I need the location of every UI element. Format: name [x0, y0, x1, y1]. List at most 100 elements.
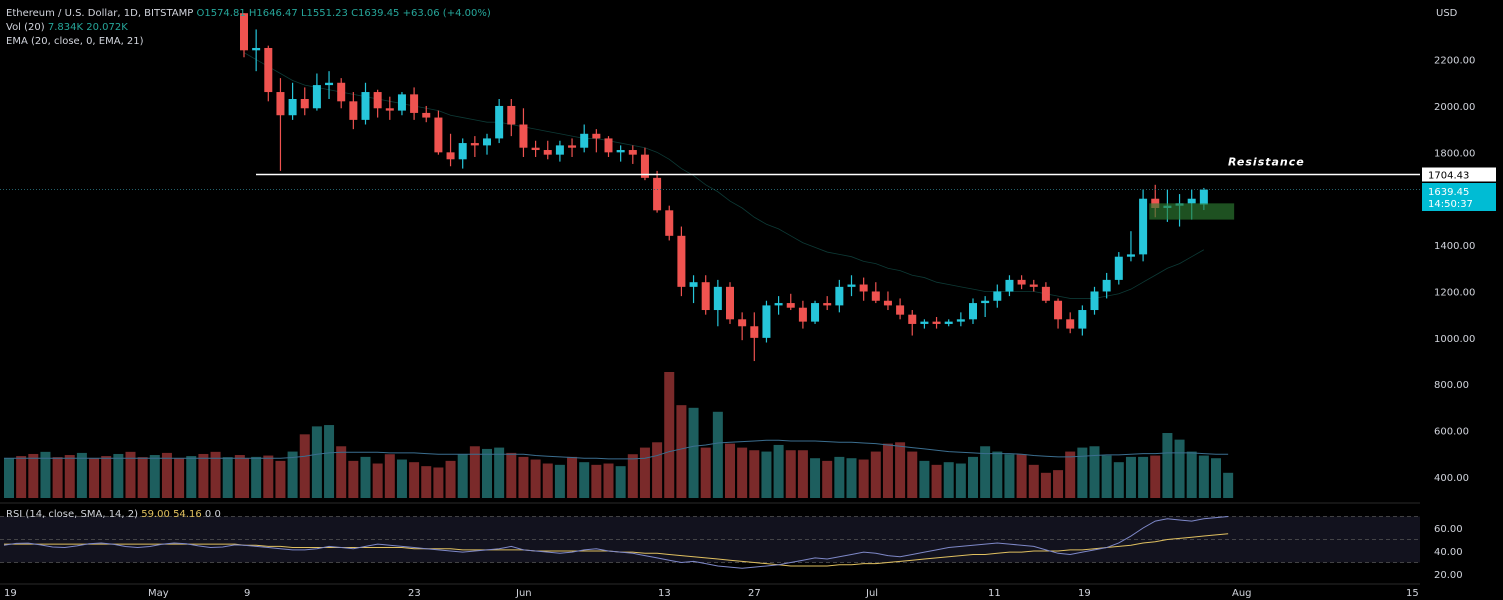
volume-bar: [1211, 458, 1221, 498]
volume-bar: [348, 460, 359, 498]
volume-bar: [494, 447, 505, 498]
candle: [361, 82, 370, 125]
candle-body: [750, 326, 759, 338]
candle: [616, 145, 625, 162]
candle-body: [1102, 279, 1111, 292]
volume-bar: [198, 453, 209, 498]
candle-body: [762, 305, 771, 338]
candle: [1078, 305, 1087, 336]
volume-bar: [554, 464, 565, 498]
candle: [835, 279, 844, 313]
rsi-panel: [0, 516, 1420, 569]
volume-bar: [396, 459, 407, 498]
candle: [920, 319, 929, 329]
candle: [373, 89, 382, 118]
volume-bar: [931, 464, 942, 498]
volume-bar: [1053, 470, 1064, 498]
candle-body: [410, 94, 419, 113]
volume-bar: [1028, 464, 1039, 498]
candle-body: [798, 307, 807, 322]
volume-bar: [372, 463, 383, 498]
candle: [1090, 286, 1099, 315]
time-tick-label: 23: [408, 588, 421, 599]
candle: [1102, 272, 1111, 299]
volume-bar: [1016, 454, 1027, 498]
candle: [1017, 275, 1026, 290]
candle: [337, 78, 346, 109]
candle-body: [422, 112, 431, 118]
candle-body: [495, 105, 504, 139]
rsi-tick-label: 20.00: [1434, 570, 1463, 581]
candles: [240, 13, 1235, 362]
volume-bar: [1077, 447, 1088, 498]
time-tick-label: Aug: [1232, 588, 1252, 599]
candle: [750, 312, 759, 362]
candle-body: [835, 286, 844, 306]
volume-bar: [737, 447, 748, 498]
price-grid: [0, 502, 1420, 585]
candle: [1005, 275, 1014, 297]
time-tick-label: 27: [748, 588, 761, 599]
volume-bar: [542, 463, 553, 498]
volume-bar: [28, 453, 39, 498]
price-axis[interactable]: 1000.001200.001400.001600.001800.002000.…: [1434, 56, 1475, 581]
volume-bar: [16, 456, 27, 498]
price-tick-label: 1800.00: [1434, 148, 1475, 159]
volume-bar: [591, 464, 602, 498]
candle-body: [349, 101, 358, 120]
symbol-legend[interactable]: Ethereum / U.S. Dollar, 1D, BITSTAMP O15…: [6, 8, 491, 20]
candle-body: [531, 147, 540, 151]
candle: [568, 138, 577, 157]
volume-bar: [749, 450, 760, 498]
candle: [385, 96, 394, 120]
volume-bar: [761, 451, 772, 498]
volume-bar: [336, 446, 347, 498]
candle-body: [446, 152, 455, 160]
candle: [592, 129, 601, 153]
volume-legend[interactable]: Vol (20) 7.834K 20.072K: [6, 22, 128, 34]
volume-bar: [700, 447, 711, 498]
candle: [993, 284, 1002, 308]
candle: [932, 316, 941, 329]
candle-body: [774, 303, 783, 306]
volume-ma-path: [4, 439, 1229, 460]
candle-body: [786, 303, 795, 308]
candle: [726, 282, 734, 324]
ema-legend-label: EMA (20, close, 0, EMA, 21): [6, 36, 144, 47]
volume-bar: [239, 458, 249, 498]
ema-path: [243, 52, 1205, 299]
volume-bar: [1125, 456, 1136, 498]
time-axis[interactable]: 19 May 9 23 Jun 13 27 Jul 11 19 Aug 15: [4, 588, 1419, 599]
candle: [422, 105, 431, 123]
candle: [470, 136, 479, 157]
candle-body: [580, 133, 589, 148]
volume-bar: [992, 451, 1003, 498]
resistance-tag-bg: [1422, 167, 1496, 182]
time-tick-label: 15: [1406, 588, 1419, 599]
candle: [300, 87, 309, 116]
candle: [847, 275, 856, 297]
volume-bar: [955, 463, 966, 498]
ema-legend[interactable]: EMA (20, close, 0, EMA, 21): [6, 36, 144, 48]
candle: [677, 226, 686, 297]
candle: [240, 13, 248, 58]
candle-body: [908, 314, 917, 324]
rsi-legend[interactable]: RSI (14, close, SMA, 14, 2) 59.00 54.16 …: [6, 509, 221, 520]
rsi-tick-label: 60.00: [1434, 524, 1463, 535]
candle-body: [920, 321, 929, 324]
volume-bar: [846, 458, 857, 498]
volume-bar: [822, 460, 833, 498]
volume-bar: [1223, 472, 1234, 498]
candle-body: [240, 13, 248, 51]
volume-bar: [457, 454, 468, 498]
volume-bar: [1138, 456, 1149, 498]
volume-bar: [113, 453, 124, 498]
volume-bar: [222, 457, 233, 498]
volume-bar: [360, 456, 371, 498]
time-tick-label: Jun: [515, 588, 532, 599]
last-tag-price: 1639.45: [1428, 187, 1469, 198]
ema-line: [243, 52, 1205, 299]
symbol-title: Ethereum / U.S. Dollar, 1D, BITSTAMP: [6, 8, 194, 19]
candle: [956, 312, 965, 327]
